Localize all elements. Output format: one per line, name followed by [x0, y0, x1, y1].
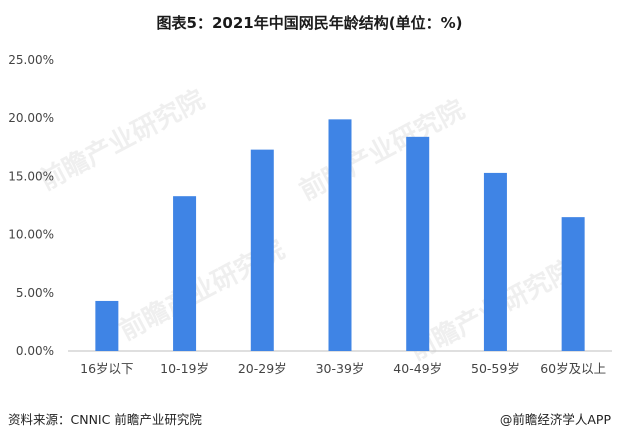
credit: @前瞻经济学人APP [499, 412, 611, 427]
y-tick-label: 5.00% [16, 286, 54, 300]
y-tick-label: 25.00% [8, 53, 54, 67]
y-tick-label: 20.00% [8, 111, 54, 125]
bar [561, 217, 585, 351]
y-tick-label: 10.00% [8, 228, 54, 242]
x-tick-label: 10-19岁 [160, 361, 209, 376]
y-axis: 0.00% 5.00% 10.00% 15.00% 20.00% 25.00% [8, 53, 612, 358]
bars [95, 119, 585, 351]
chart-title: 图表5：2021年中国网民年龄结构(单位：%) [156, 14, 463, 32]
bar [95, 300, 119, 351]
bar [483, 172, 507, 351]
bar [406, 136, 430, 351]
source-note: 资料来源：CNNIC 前瞻产业研究院 [8, 412, 202, 427]
x-axis: 16岁以下 10-19岁 20-29岁 30-39岁 40-49岁 50-59岁 60岁及以… [80, 361, 606, 376]
x-tick-label: 60岁及以上 [540, 361, 606, 376]
x-tick-label: 50-59岁 [471, 361, 520, 376]
x-tick-label: 16岁以下 [80, 361, 133, 376]
bar [328, 119, 352, 351]
bar [250, 149, 274, 351]
bar [173, 196, 197, 351]
y-tick-label: 0.00% [16, 344, 54, 358]
x-tick-label: 40-49岁 [393, 361, 442, 376]
x-tick-label: 30-39岁 [316, 361, 365, 376]
y-tick-label: 15.00% [8, 169, 54, 183]
x-tick-label: 20-29岁 [238, 361, 287, 376]
